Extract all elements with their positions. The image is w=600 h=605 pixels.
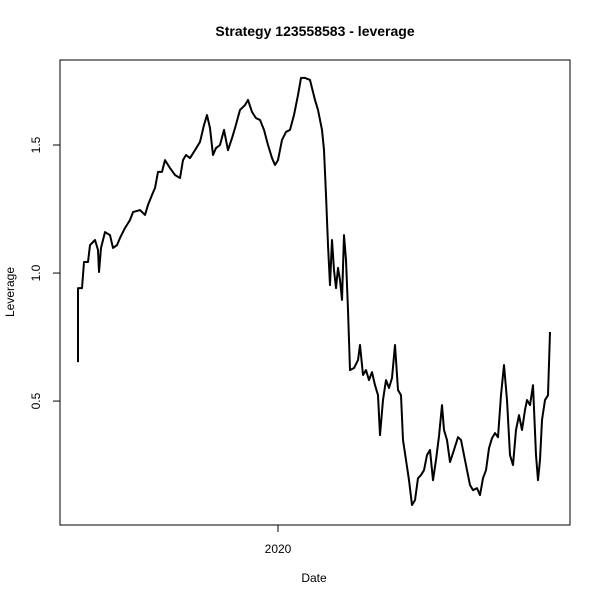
line-series bbox=[77, 76, 551, 507]
y-tick-label: 1.0 bbox=[29, 264, 43, 281]
y-axis-label: Leverage bbox=[3, 267, 17, 317]
chart-title: Strategy 123558583 - leverage bbox=[215, 23, 414, 39]
x-tick-label: 2020 bbox=[265, 542, 292, 556]
x-axis-label: Date bbox=[301, 571, 327, 585]
y-tick-label: 1.5 bbox=[29, 136, 43, 153]
y-tick-label: 0.5 bbox=[29, 392, 43, 409]
plot-frame bbox=[59, 59, 571, 526]
